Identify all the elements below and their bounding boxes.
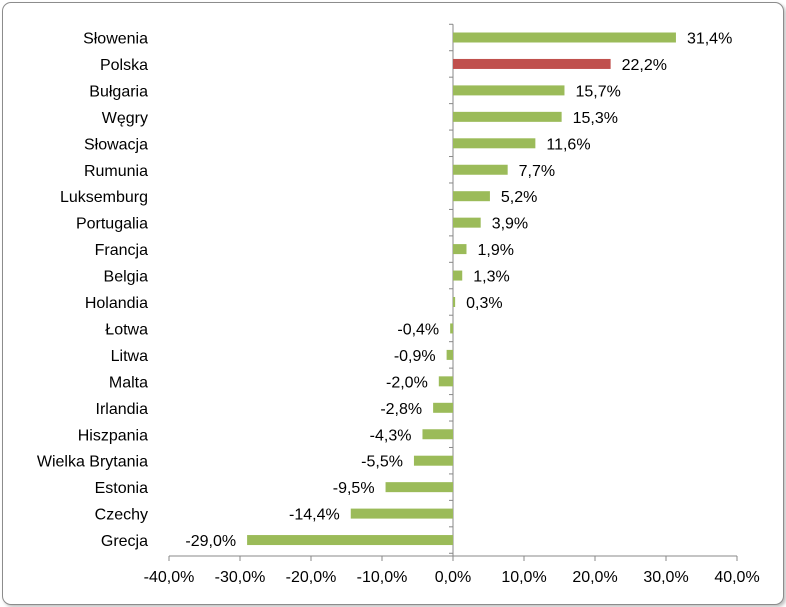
data-label: 15,7% [575,83,620,100]
x-tick-label: 30,0% [643,569,688,586]
data-label: -2,8% [380,401,422,418]
bar [247,535,453,546]
data-label: 1,3% [473,269,509,286]
bars [247,32,676,546]
category-label: Węgry [102,110,148,127]
bar [453,191,490,202]
category-label: Irlandia [96,401,149,418]
data-label: -29,0% [185,533,236,550]
data-label: -4,3% [370,427,412,444]
bar [453,58,611,69]
bar [450,323,453,334]
data-label: -0,9% [394,348,436,365]
data-label: 1,9% [477,242,513,259]
x-tick-label: -30,0% [215,569,266,586]
category-label: Holandia [85,295,148,312]
data-label: -14,4% [289,507,340,524]
x-tick-label: -10,0% [357,569,408,586]
category-label: Wielka Brytania [37,454,148,471]
data-label: 5,2% [501,189,537,206]
category-label: Malta [109,374,148,391]
x-tick-label: -40,0% [144,569,195,586]
bar [453,270,463,281]
category-label: Litwa [111,348,148,365]
category-label: Hiszpania [78,427,148,444]
bar [413,455,453,466]
category-label: Łotwa [105,321,148,338]
bar [385,482,453,493]
bar [446,349,453,360]
category-label: Francja [95,242,148,259]
data-label: 11,6% [546,136,590,153]
category-label: Luksemburg [60,189,148,206]
category-label: Grecja [101,533,148,550]
bar [433,402,453,413]
bar [422,429,453,440]
data-label: -0,4% [397,321,439,338]
bar [453,244,467,255]
data-label: 0,3% [466,295,502,312]
x-tick-label: -20,0% [286,569,337,586]
category-label: Bułgaria [89,83,148,100]
category-label: Rumunia [84,163,148,180]
category-label: Belgia [104,269,149,286]
bar [453,217,481,228]
x-tick-label: 0,0% [435,569,471,586]
category-label: Czechy [95,507,148,524]
data-label: 3,9% [492,216,528,233]
bar [453,111,562,122]
data-label: -9,5% [333,480,375,497]
bar [453,85,565,96]
data-label: 22,2% [622,57,667,74]
x-tick-label: 20,0% [572,569,617,586]
data-label: -2,0% [386,374,428,391]
data-label: 7,7% [519,163,555,180]
x-tick-label: 40,0% [714,569,759,586]
category-label: Słowenia [83,31,148,48]
bar [453,138,536,149]
bar [453,164,508,175]
data-labels: 31,4% 22,2%15,7% 15,3% 11,6% 7,7% 5,2% 3,9% 1,9… [185,31,732,551]
bar [453,32,676,43]
x-axis: -40,0% -30,0% -20,0% -10,0% 0,0% 10,0% 20,0% 30… [144,23,760,586]
category-label: Estonia [95,480,148,497]
category-label: Portugalia [76,216,148,233]
bar [438,376,453,387]
category-label: Słowacja [84,136,148,153]
category-labels: Słowenia Polska Bułgaria Węgry Słowacja Rumun… [37,31,148,551]
x-tick-label: 10,0% [501,569,546,586]
bar [453,297,456,307]
bar [350,508,453,519]
data-label: 15,3% [573,110,618,127]
category-label: Polska [100,57,148,74]
data-label: 31,4% [687,31,732,48]
data-label: -5,5% [361,454,403,471]
